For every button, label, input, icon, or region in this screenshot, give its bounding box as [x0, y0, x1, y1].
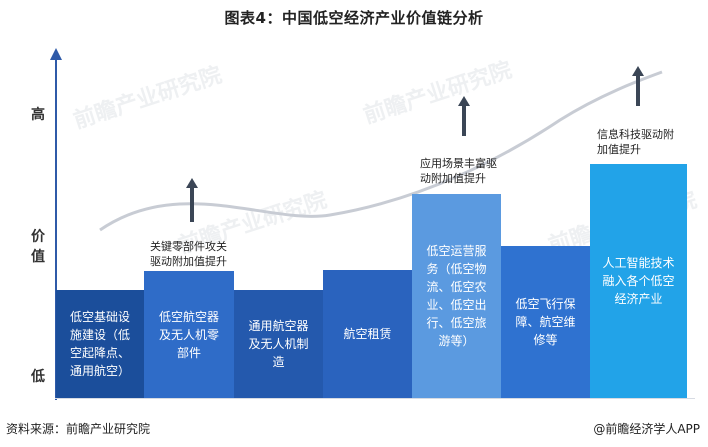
- bar-leasing: 航空租赁: [323, 270, 412, 398]
- note-scenarios-driven: 应用场景丰富驱 动附加值提升: [420, 157, 497, 185]
- value-curve-path: [99, 70, 663, 232]
- up-arrow: [458, 96, 470, 136]
- y-axis: [55, 58, 57, 400]
- bar-manufacturing: 通用航空器 及无人机制造: [234, 290, 323, 398]
- bar-infrastructure: 低空基础设 施建设（低 空起降点、 通用航空）: [56, 290, 144, 398]
- note-it-driven: 信息科技驱动附 加值提升: [597, 128, 674, 156]
- up-arrow: [186, 178, 198, 222]
- y-label-low: 低: [31, 369, 45, 385]
- note-components-driven: 关键零部件攻关 驱动附加值提升: [150, 240, 227, 268]
- y-label-high: 高: [31, 107, 45, 123]
- bar-components: 低空航空器 及无人机零 部件: [144, 271, 234, 398]
- baseline: [55, 398, 695, 399]
- source-note: 资料来源：前瞻产业研究院: [6, 422, 151, 436]
- y-label-value-2: 值: [31, 249, 45, 265]
- bar-operation-services: 低空运营服 务（低空物 流、低空农 业、低空出 行、低空旅 游等）: [412, 194, 501, 398]
- brand-credit: @前瞻经济学人APP: [593, 422, 700, 436]
- y-label-value-1: 价: [31, 229, 45, 245]
- up-arrow: [632, 66, 644, 106]
- y-axis-arrowhead: [50, 48, 62, 60]
- bar-ai-integration: 人工智能技术 融入各个低空 经济产业: [590, 164, 687, 398]
- chart-title: 图表4：中国低空经济产业价值链分析: [224, 9, 484, 27]
- bar-flight-support: 低空飞行保 障、航空维 修等: [501, 246, 590, 398]
